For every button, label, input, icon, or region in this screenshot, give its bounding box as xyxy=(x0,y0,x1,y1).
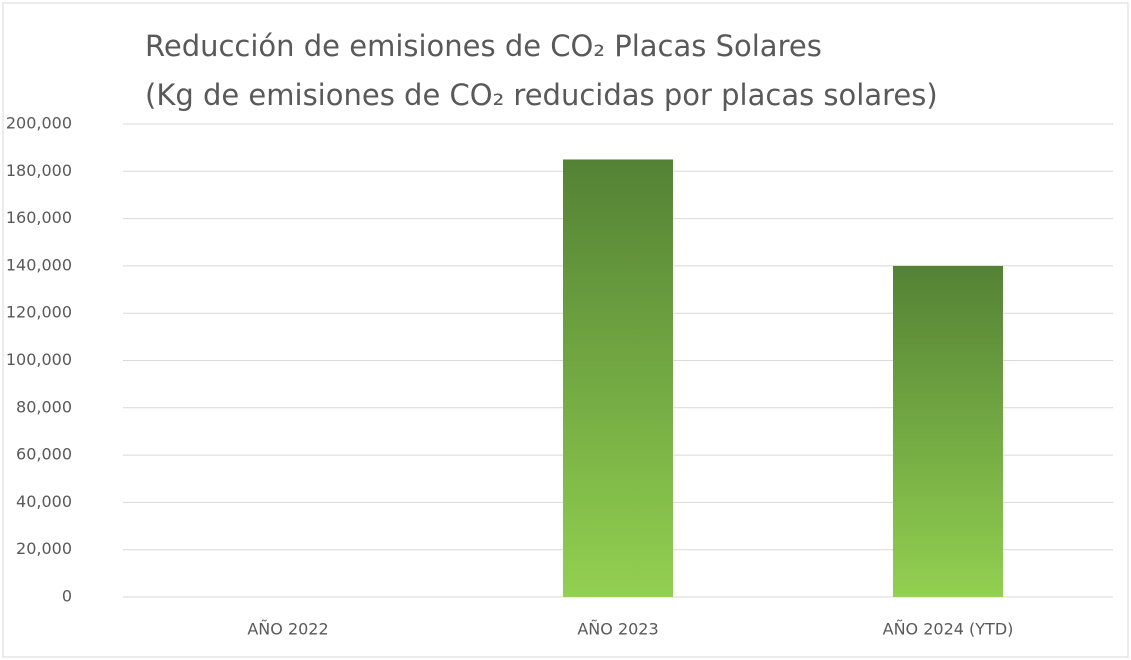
y-tick-label: 20,000 xyxy=(16,539,72,558)
chart-title: Reducción de emisiones de CO₂ Placas Sol… xyxy=(145,29,822,63)
y-tick-label: 180,000 xyxy=(6,161,72,180)
y-tick-label: 40,000 xyxy=(16,492,72,511)
x-tick-label: AÑO 2024 (YTD) xyxy=(883,620,1014,639)
y-tick-label: 160,000 xyxy=(6,208,72,227)
bar xyxy=(893,265,1003,597)
y-tick-label: 0 xyxy=(62,587,72,606)
y-tick-label: 140,000 xyxy=(6,255,72,274)
chart-subtitle: (Kg de emisiones de CO₂ reducidas por pl… xyxy=(145,78,938,112)
y-tick-label: 80,000 xyxy=(16,397,72,416)
x-tick-label: AÑO 2022 xyxy=(247,620,328,639)
y-tick-label: 120,000 xyxy=(6,303,72,322)
y-tick-label: 100,000 xyxy=(6,350,72,369)
bar xyxy=(563,159,673,597)
y-tick-label: 200,000 xyxy=(6,114,72,133)
x-tick-label: AÑO 2023 xyxy=(577,620,658,639)
y-tick-label: 60,000 xyxy=(16,445,72,464)
